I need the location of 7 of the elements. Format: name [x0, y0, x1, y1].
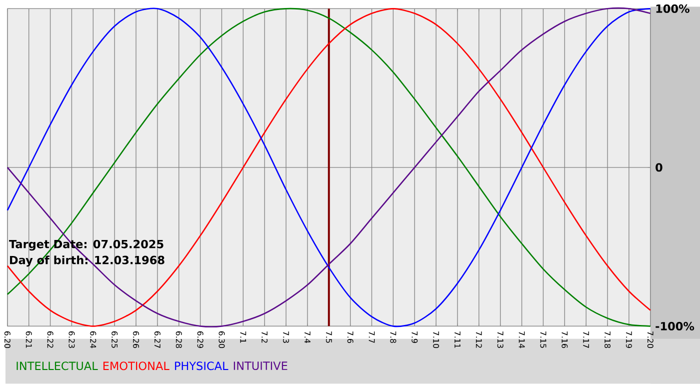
text: EMOTIONAL	[103, 362, 170, 370]
text: INTELLECTUAL	[16, 362, 98, 370]
y-tick-label: -100%	[656, 322, 694, 331]
text: INTUITIVE	[234, 362, 288, 370]
y-tick-label: 0	[656, 163, 662, 172]
text: PHYSICAL	[175, 362, 228, 370]
y-tick-label: 100%	[656, 4, 690, 14]
